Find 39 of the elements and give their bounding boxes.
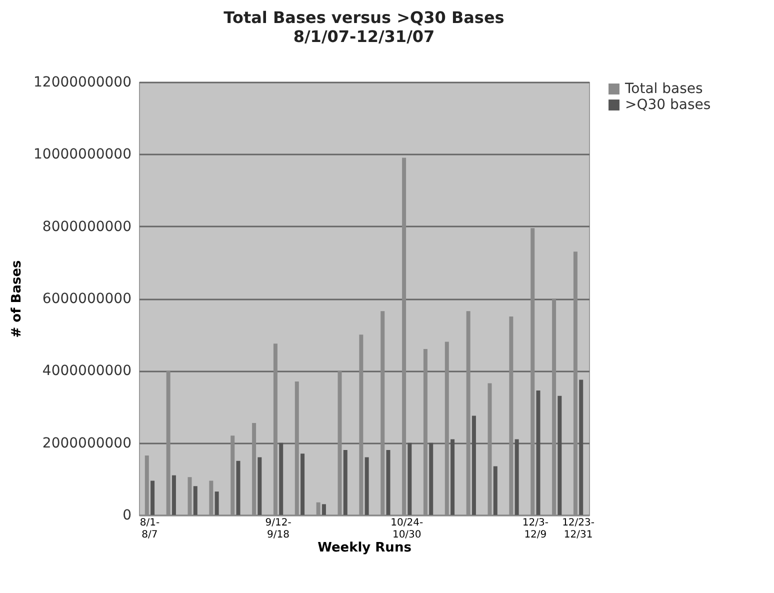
- y-tick-label: 4000000000: [42, 363, 132, 380]
- bar: [364, 457, 369, 515]
- bar: [214, 492, 219, 515]
- bar: [386, 450, 390, 515]
- bar: [558, 396, 562, 515]
- bar: [472, 416, 476, 515]
- y-tick-label: 0: [122, 508, 132, 524]
- bar: [150, 480, 155, 515]
- bar: [322, 504, 326, 515]
- bar: [408, 442, 412, 515]
- bar: [172, 475, 176, 515]
- y-tick-label: 10000000000: [34, 146, 132, 163]
- bar: [279, 442, 284, 515]
- x-tick-label: 10/24-10/30: [390, 518, 424, 540]
- y-tick-label: 12000000000: [34, 74, 132, 90]
- bar: [536, 390, 540, 515]
- y-tick-label: 2000000000: [42, 435, 132, 452]
- x-tick-label: 8/1-8/7: [140, 518, 160, 540]
- y-axis-title: # of Bases: [10, 260, 25, 338]
- x-tick-label: 9/12-9/18: [265, 518, 292, 540]
- bar: [514, 439, 519, 515]
- y-tick-label: 6000000000: [42, 291, 132, 307]
- bar: [579, 380, 584, 515]
- x-tick-label: 12/23-12/31: [562, 518, 595, 540]
- legend-label: Total bases: [624, 81, 703, 97]
- chart-title: Total Bases versus >Q30 Bases: [224, 8, 504, 27]
- bar: [493, 466, 498, 515]
- bar: [300, 454, 305, 515]
- bar: [193, 486, 198, 515]
- x-tick-label: 12/3-12/9: [522, 518, 549, 540]
- legend-label: >Q30 bases: [625, 97, 711, 113]
- chart-subtitle: 8/1/07-12/31/07: [293, 27, 435, 46]
- bar: [450, 439, 455, 515]
- x-axis-title: Weekly Runs: [318, 540, 412, 556]
- y-tick-label: 8000000000: [42, 218, 132, 235]
- bar: [429, 442, 434, 515]
- bar: [236, 460, 240, 515]
- bar: [343, 450, 348, 515]
- bar: [258, 457, 262, 515]
